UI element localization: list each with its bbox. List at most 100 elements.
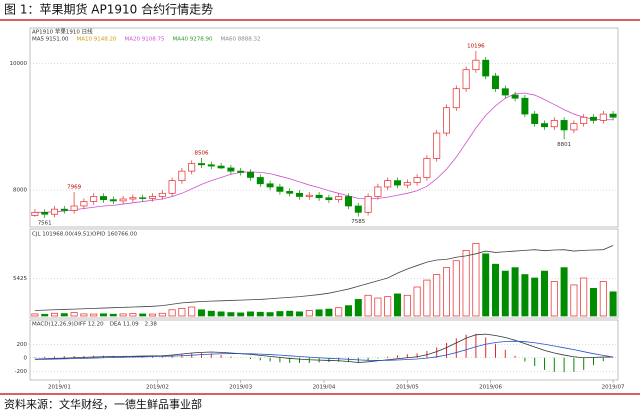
volume-bar <box>599 281 607 317</box>
candle-body <box>70 205 78 211</box>
candle-body <box>168 180 176 194</box>
candle-body <box>345 196 352 207</box>
volume-bar <box>423 279 431 317</box>
volume-bar <box>462 250 470 317</box>
volume-bar <box>345 305 352 317</box>
source-note: 资料来源：文华财经，一德生鲜品事业部 <box>4 397 202 411</box>
volume-bar <box>51 312 58 317</box>
candle-body <box>550 120 558 128</box>
legend-entry: MA20 9108.75 <box>125 37 165 43</box>
volume-bar <box>472 243 480 317</box>
volume-bar <box>335 307 343 317</box>
volume-bar <box>325 308 333 317</box>
volume-bar <box>541 270 548 317</box>
volume-bar <box>560 267 568 317</box>
candle-body <box>374 186 382 197</box>
candle-body <box>482 59 490 77</box>
candle-body <box>541 123 548 128</box>
volume-bar <box>315 309 323 317</box>
candle-body <box>296 192 303 197</box>
volume-bar <box>139 313 147 317</box>
volume-bar <box>247 311 254 317</box>
candle-body <box>109 199 117 202</box>
candle-body <box>364 196 372 213</box>
candle-body <box>423 158 431 178</box>
panel-header: CJL 101968.00(49.51) <box>32 232 92 238</box>
legend-entry: MA5 9151.00 <box>32 37 69 43</box>
y-tick-label: 10000 <box>10 61 28 67</box>
candle-body <box>60 208 68 211</box>
volume-bar <box>119 313 127 317</box>
candle-body <box>286 191 294 194</box>
candle-body <box>384 180 392 188</box>
figure-title: 图 1：苹果期货 AP1910 合约行情走势 <box>4 2 213 17</box>
volume-bar <box>237 312 245 317</box>
legend-entry: DEA 11.09 <box>110 322 139 328</box>
volume-bar <box>384 296 392 317</box>
candle-body <box>276 186 284 192</box>
volume-bar <box>374 297 382 317</box>
candle-body <box>394 180 401 186</box>
volume-bar <box>443 267 450 317</box>
candle-body <box>580 116 588 124</box>
high-label: 7969 <box>67 185 81 191</box>
volume-bar <box>31 313 39 317</box>
candle-body <box>403 182 411 186</box>
candle-body <box>100 196 107 200</box>
volume-bar <box>158 312 166 317</box>
x-tick-label: 2019/04 <box>313 385 336 391</box>
x-tick-label: 2019/01 <box>48 385 71 391</box>
candle-body <box>599 113 607 121</box>
legend-entry: DIFF 12.20 <box>74 322 104 328</box>
candle-body <box>266 183 274 188</box>
candle-body <box>149 196 156 199</box>
volume-bar <box>168 309 176 317</box>
volume-bar <box>296 311 303 317</box>
candle-body <box>178 170 186 181</box>
y-tick-label: -200 <box>15 369 28 375</box>
candle-body <box>433 132 441 159</box>
volume-bar <box>188 306 196 317</box>
candle-body <box>560 120 568 131</box>
x-tick-label: 2019/03 <box>229 385 252 391</box>
volume-bar <box>482 253 490 317</box>
legend-entry: MA60 8888.32 <box>221 37 261 43</box>
volume-bar <box>364 294 372 317</box>
candle-body <box>472 59 480 71</box>
volume-bar <box>609 291 617 317</box>
volume-bar <box>286 310 294 317</box>
volume-bar <box>492 263 499 317</box>
legend-entry: 2.38 <box>145 322 158 328</box>
panel-header: OPID 160766.00 <box>92 232 137 238</box>
candle-body <box>237 170 245 173</box>
candle-body <box>570 123 578 131</box>
panel-header: MACD(12,26,9) <box>32 322 74 328</box>
y-tick-label: 5425 <box>13 276 27 282</box>
low-label: 7561 <box>38 220 52 226</box>
candle-body <box>305 194 313 197</box>
candle-body <box>315 194 323 199</box>
macd-line <box>34 340 614 361</box>
x-tick-label: 2019/07 <box>602 385 625 391</box>
candle-body <box>413 177 421 183</box>
volume-bar <box>100 313 107 317</box>
macd-line <box>34 333 614 363</box>
candle-body <box>354 205 362 213</box>
candle-body <box>452 88 460 109</box>
y-tick-label: 200 <box>17 342 28 348</box>
volume-bar <box>413 286 421 317</box>
volume-bar <box>60 313 68 317</box>
candle-body <box>325 197 333 200</box>
volume-bar <box>403 294 411 317</box>
volume-bar <box>198 309 205 317</box>
volume-bar <box>394 293 401 317</box>
low-label: 8801 <box>557 142 571 148</box>
legend-entry: MA10 9148.20 <box>77 37 117 43</box>
volume-bar <box>452 260 460 317</box>
volume-bar <box>207 310 215 317</box>
volume-bar <box>570 284 578 317</box>
y-tick-label: 8000 <box>13 188 27 194</box>
candle-body <box>501 88 509 96</box>
panel-header: AP1910 苹果1910 日线 <box>32 28 93 36</box>
